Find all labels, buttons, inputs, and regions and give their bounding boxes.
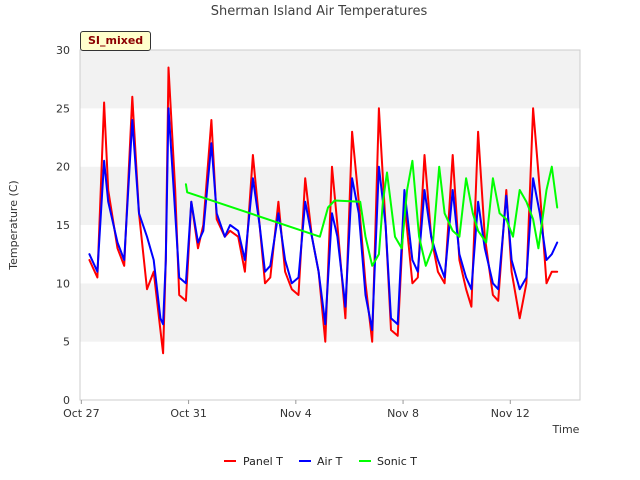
x-tick-label: Nov 8 <box>387 407 419 420</box>
y-tick-label: 10 <box>56 277 70 290</box>
x-axis-label: Time <box>552 423 580 436</box>
site-badge: SI_mixed <box>80 31 152 51</box>
legend-label: Panel T <box>243 455 283 468</box>
chart-title: Sherman Island Air Temperatures <box>211 4 428 19</box>
x-axis-ticks: Oct 27 Oct 31 Nov 4 Nov 8 Nov 12 <box>63 400 530 420</box>
y-tick-label: 30 <box>56 44 70 57</box>
x-tick-label: Nov 4 <box>280 407 312 420</box>
x-tick-label: Nov 12 <box>491 407 530 420</box>
plot-frame <box>79 49 581 401</box>
legend-label: Air T <box>317 455 343 468</box>
x-tick-label: Oct 31 <box>170 407 207 420</box>
grid-band <box>80 283 580 342</box>
series-layer <box>88 66 559 355</box>
grid-band <box>80 341 580 400</box>
grid-band <box>80 108 580 167</box>
plot-background-bands <box>80 50 580 400</box>
series-line-sonic-t <box>184 159 559 267</box>
legend: Panel T Air T Sonic T <box>224 455 417 468</box>
legend-label: Sonic T <box>377 455 417 468</box>
y-axis-label: Temperature (C) <box>7 180 20 270</box>
grid-band <box>80 50 580 109</box>
x-tick-label: Oct 27 <box>63 407 100 420</box>
y-tick-label: 5 <box>63 336 70 349</box>
y-tick-label: 15 <box>56 219 70 232</box>
y-tick-label: 0 <box>63 394 70 407</box>
series-line-air-t <box>88 107 559 331</box>
y-axis-ticks: 0 5 10 15 20 25 30 <box>56 44 70 407</box>
y-tick-label: 25 <box>56 102 70 115</box>
y-tick-label: 20 <box>56 161 70 174</box>
